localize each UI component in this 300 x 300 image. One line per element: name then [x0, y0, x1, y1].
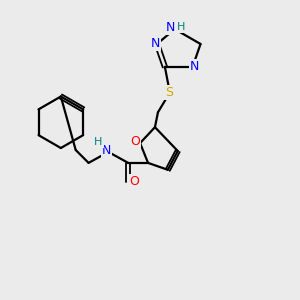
Text: N: N: [150, 38, 160, 50]
Text: N: N: [166, 21, 176, 34]
Text: O: O: [130, 135, 140, 148]
Text: N: N: [102, 143, 111, 157]
Text: H: H: [176, 22, 185, 32]
Text: H: H: [94, 137, 103, 147]
Text: N: N: [190, 60, 199, 73]
Text: O: O: [129, 175, 139, 188]
Text: S: S: [165, 86, 173, 99]
